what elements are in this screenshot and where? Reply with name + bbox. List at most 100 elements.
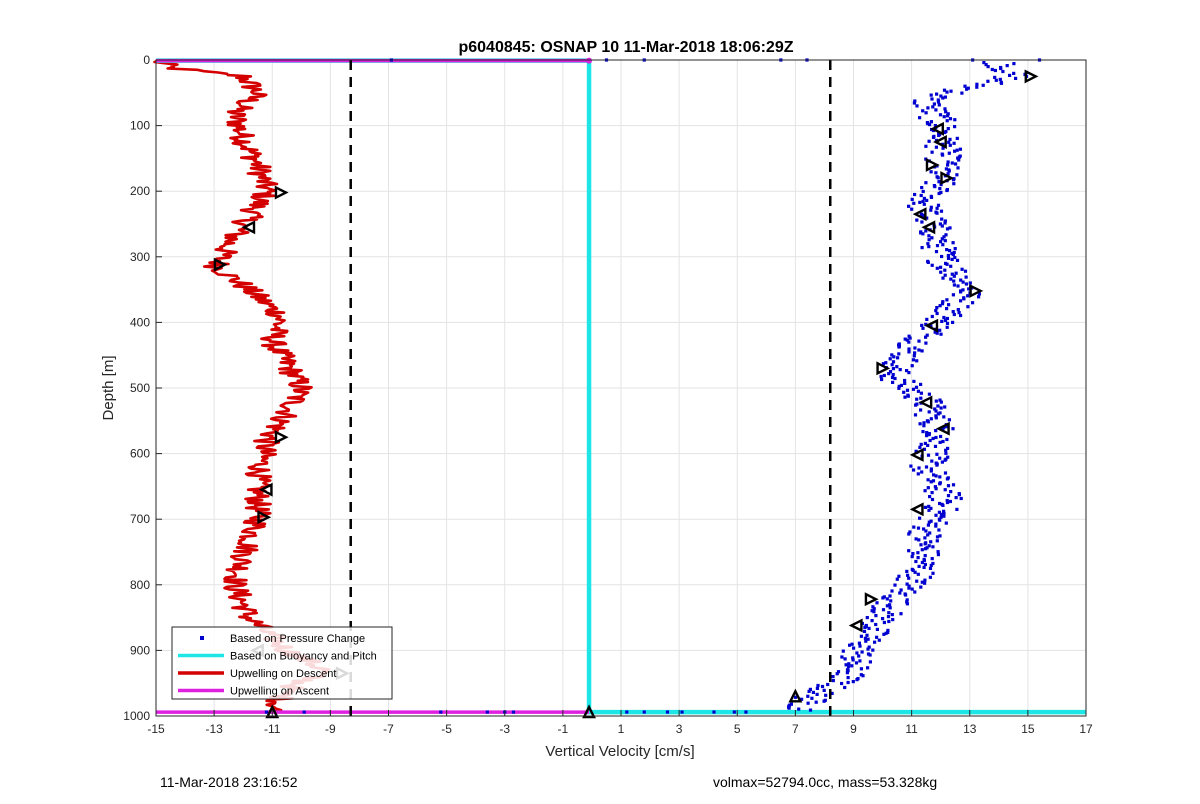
pressure-point	[913, 413, 918, 417]
pressure-point	[846, 669, 850, 673]
x-tick-label: -5	[441, 722, 452, 736]
pressure-point	[789, 702, 793, 706]
pressure-point	[929, 93, 933, 97]
pressure-point	[807, 689, 811, 693]
pressure-point	[953, 255, 957, 260]
pressure-point	[938, 187, 942, 191]
pressure-point	[966, 294, 970, 298]
pressure-point	[938, 518, 942, 522]
triangle-marker	[969, 283, 984, 298]
pressure-point	[986, 65, 990, 69]
pressure-point	[811, 690, 815, 694]
pressure-point	[875, 601, 879, 605]
triangle-marker	[788, 688, 803, 703]
pressure-point	[952, 250, 956, 255]
pressure-point	[928, 495, 932, 499]
pressure-point	[857, 654, 861, 658]
pressure-point	[920, 470, 924, 474]
triangle-marker	[864, 592, 879, 607]
pressure-point	[937, 180, 941, 184]
pressure-point	[934, 145, 938, 149]
pressure-point	[862, 629, 867, 633]
pressure-point	[942, 426, 946, 430]
pressure-point	[1014, 76, 1018, 80]
triangle-marker	[909, 502, 924, 517]
pressure-point	[921, 109, 925, 113]
pressure-point	[981, 83, 985, 87]
x-tick-label: 11	[905, 722, 918, 736]
pressure-point	[966, 305, 970, 309]
pressure-point	[852, 646, 856, 650]
triangle-marker	[935, 421, 950, 436]
pressure-point	[879, 374, 883, 379]
pressure-point	[953, 125, 957, 129]
x-tick-label: 13	[963, 722, 977, 736]
pressure-point	[916, 472, 920, 476]
pressure-point	[920, 186, 924, 190]
pressure-point	[625, 710, 629, 714]
pressure-point	[910, 207, 914, 211]
pressure-point	[935, 244, 940, 248]
pressure-point	[846, 676, 850, 680]
pressure-point	[937, 133, 941, 137]
pressure-point	[943, 219, 947, 223]
x-tick-label: -15	[147, 722, 165, 736]
pressure-point	[921, 326, 925, 330]
pressure-point	[975, 82, 979, 86]
y-axis-label: Depth [m]	[100, 355, 117, 420]
pressure-point	[934, 474, 938, 478]
pressure-point	[905, 569, 909, 573]
pressure-point	[897, 386, 901, 390]
pressure-point	[868, 653, 872, 657]
pressure-point	[961, 280, 965, 284]
pressure-point	[865, 633, 869, 637]
pressure-point	[928, 566, 933, 570]
pressure-point	[947, 151, 951, 155]
pressure-point	[882, 373, 886, 378]
pressure-point	[919, 543, 923, 547]
pressure-point	[943, 130, 947, 135]
pressure-point	[932, 473, 936, 477]
pressure-point	[915, 397, 919, 401]
pressure-point	[867, 645, 871, 649]
pressure-point	[907, 586, 911, 590]
pressure-point	[945, 307, 949, 311]
pressure-point	[485, 710, 489, 714]
pressure-point	[946, 446, 950, 450]
pressure-point	[897, 345, 901, 349]
pressure-point	[944, 233, 948, 237]
pressure-point	[922, 527, 926, 531]
pressure-point	[680, 710, 684, 714]
pressure-point	[942, 415, 946, 419]
pressure-point	[896, 356, 900, 360]
pressure-point	[940, 302, 945, 306]
pressure-point	[949, 277, 953, 281]
pressure-point	[907, 576, 911, 580]
pressure-point	[941, 243, 945, 247]
pressure-point	[1012, 62, 1016, 66]
pressure-point	[913, 346, 917, 350]
pressure-point	[939, 209, 944, 213]
pressure-point	[937, 510, 941, 514]
pressure-point	[944, 425, 949, 429]
pressure-point	[918, 422, 922, 426]
pressure-point	[939, 240, 943, 244]
pressure-point	[919, 391, 923, 395]
pressure-point	[951, 252, 955, 257]
pressure-point	[957, 158, 961, 162]
pressure-point	[924, 547, 928, 551]
pressure-point	[951, 178, 956, 182]
pressure-point	[931, 545, 935, 549]
pressure-point	[964, 275, 968, 279]
y-tick-label: 800	[130, 578, 150, 592]
pressure-point	[941, 96, 945, 100]
pressure-point	[851, 656, 855, 660]
pressure-point	[942, 315, 946, 320]
pressure-point	[920, 580, 924, 584]
pressure-point	[930, 97, 934, 101]
pressure-point	[923, 536, 927, 540]
pressure-point	[934, 522, 938, 526]
pressure-point	[936, 176, 940, 180]
pressure-point	[956, 166, 960, 170]
pressure-point	[947, 303, 951, 307]
